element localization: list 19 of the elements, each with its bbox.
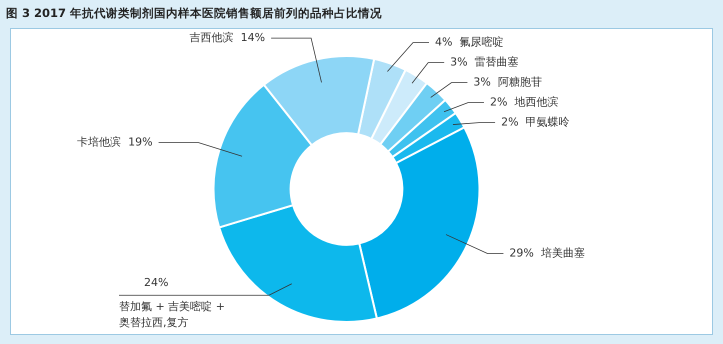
slice-label: 卡培他滨 — [77, 136, 122, 149]
slice-label: 培美曲塞 — [540, 246, 585, 260]
slice-label: 甲氨蝶呤 — [526, 115, 570, 128]
slice-label: 地西他滨 — [513, 95, 558, 108]
slice-label: 阿糖胞苷 — [498, 75, 542, 88]
slice-label: 雷替曲塞 — [474, 55, 519, 68]
slice-label: 氟尿嘧啶 — [459, 35, 504, 48]
data-label: 2% — [501, 115, 519, 128]
slice-label: 替加氟 + 吉美嘧啶 + 奥替拉西,复方 — [119, 300, 228, 330]
data-label: 29% — [509, 246, 534, 260]
data-label: 19% — [128, 136, 153, 149]
data-label: 3% — [450, 55, 468, 68]
slice-label: 吉西他滨 — [190, 30, 234, 44]
data-label: 3% — [473, 75, 491, 88]
data-label: 4% — [435, 35, 452, 48]
data-label: 24% — [144, 276, 168, 290]
data-label: 2% — [490, 95, 508, 108]
data-label: 14% — [240, 30, 266, 44]
chart-title: 图 3 2017 年抗代谢类制剂国内样本医院销售额居前列的品种占比情况 — [6, 6, 382, 21]
